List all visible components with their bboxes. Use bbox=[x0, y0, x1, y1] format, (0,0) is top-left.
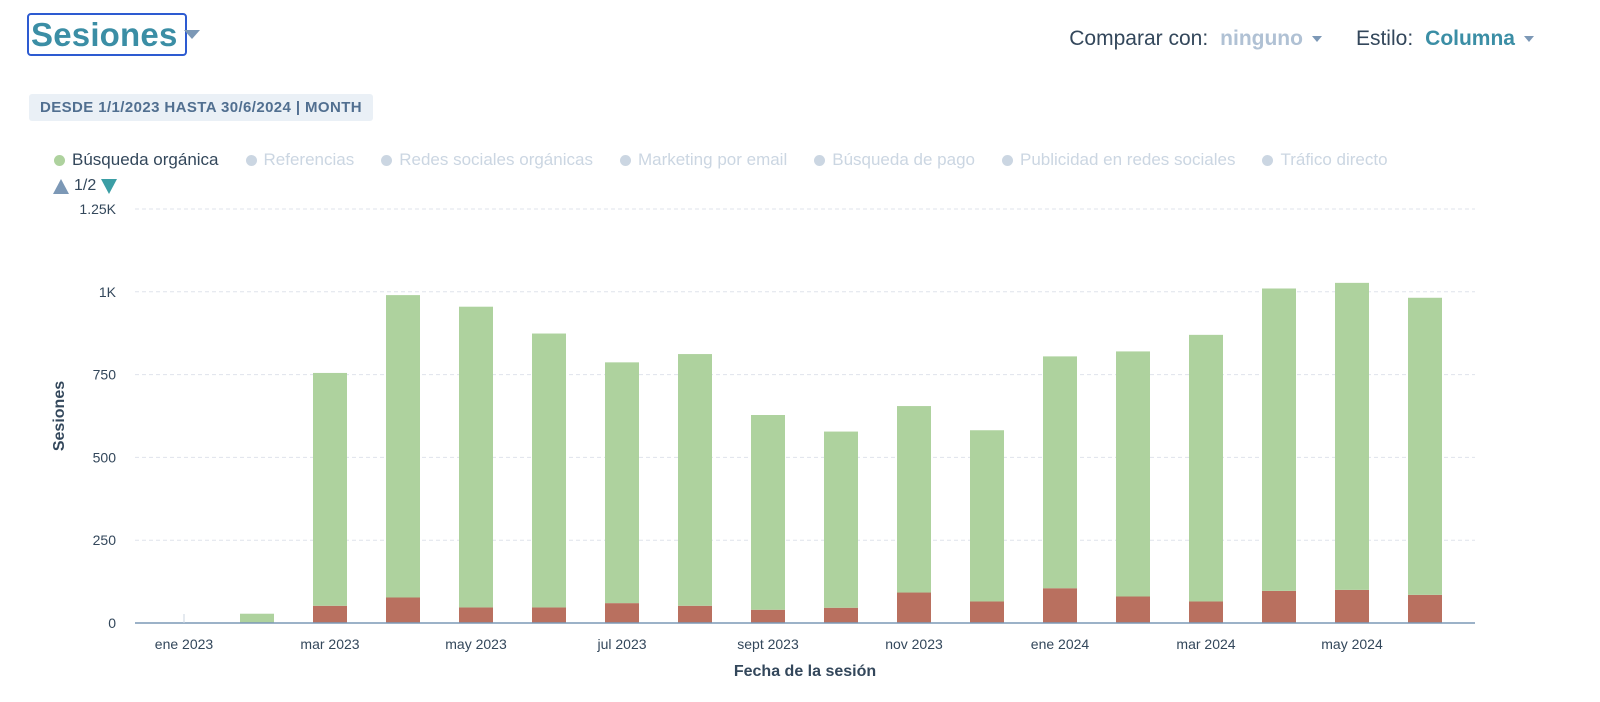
y-tick-label: 250 bbox=[93, 532, 117, 548]
legend-label: Publicidad en redes sociales bbox=[1019, 150, 1236, 169]
x-tick-label: may 2024 bbox=[1321, 636, 1383, 652]
x-tick-label: may 2023 bbox=[445, 636, 507, 652]
legend-dot-icon bbox=[814, 154, 826, 166]
compare-dropdown[interactable]: ninguno bbox=[1220, 27, 1322, 51]
legend-pager: 1/2 bbox=[53, 177, 118, 195]
bar-segment bbox=[678, 605, 712, 623]
legend-dot-icon bbox=[619, 154, 631, 166]
legend-item[interactable]: Tráfico directo bbox=[1262, 150, 1388, 170]
bar-segment bbox=[1116, 596, 1150, 623]
bar-segment bbox=[897, 406, 931, 593]
bar-segment bbox=[970, 430, 1004, 602]
bar-segment bbox=[1043, 356, 1077, 589]
legend-label: Redes sociales orgánicas bbox=[399, 150, 593, 169]
x-tick-label: ene 2023 bbox=[155, 636, 214, 652]
x-axis-title: Fecha de la sesión bbox=[734, 663, 876, 680]
bar-segment bbox=[824, 607, 858, 623]
bar-segment bbox=[532, 607, 566, 623]
chevron-down-icon bbox=[1524, 36, 1534, 42]
x-tick-label: sept 2023 bbox=[737, 636, 799, 652]
bar-segment bbox=[1043, 588, 1077, 623]
legend-label: Tráfico directo bbox=[1280, 150, 1388, 169]
x-tick-label: ene 2024 bbox=[1031, 636, 1090, 652]
bar-segment bbox=[970, 601, 1004, 623]
legend-dot-icon bbox=[381, 154, 393, 166]
x-tick-label: jul 2023 bbox=[596, 636, 646, 652]
y-axis-title: Sesiones bbox=[51, 381, 68, 451]
bar-segment bbox=[678, 354, 712, 606]
bar-segment bbox=[1116, 351, 1150, 597]
legend-label: Marketing por email bbox=[637, 150, 788, 169]
bar-segment bbox=[751, 415, 785, 610]
style-value: Columna bbox=[1425, 27, 1515, 50]
x-tick-label: mar 2024 bbox=[1176, 636, 1235, 652]
bar-segment bbox=[459, 306, 493, 608]
bar-segment bbox=[386, 295, 420, 598]
report-title: Sesiones bbox=[31, 15, 178, 53]
legend-label: Referencias bbox=[263, 150, 355, 169]
legend-dot-icon bbox=[1262, 154, 1274, 166]
y-tick-label: 1.25K bbox=[79, 201, 116, 217]
compare-value: ninguno bbox=[1220, 27, 1303, 50]
bar-segment bbox=[1335, 589, 1369, 623]
page-up-icon[interactable] bbox=[53, 178, 69, 194]
compare-label: Comparar con: bbox=[1069, 27, 1209, 50]
legend-dot-icon bbox=[245, 154, 257, 166]
chevron-down-icon bbox=[1311, 36, 1322, 42]
x-tick-label: mar 2023 bbox=[300, 636, 359, 652]
bar-segment bbox=[459, 607, 493, 623]
legend-item[interactable]: Redes sociales orgánicas bbox=[381, 150, 593, 170]
bar-segment bbox=[240, 613, 274, 623]
chevron-down-icon bbox=[183, 30, 200, 39]
style-label: Estilo: bbox=[1355, 27, 1414, 50]
bar-segment bbox=[313, 372, 347, 606]
bar-segment bbox=[605, 362, 639, 604]
legend-dot-icon bbox=[1001, 154, 1013, 166]
y-tick-label: 750 bbox=[93, 367, 117, 383]
legend-item[interactable]: Marketing por email bbox=[619, 150, 788, 170]
bar-segment bbox=[1408, 297, 1442, 595]
bar-segment bbox=[313, 605, 347, 623]
x-tick-label: nov 2023 bbox=[885, 636, 943, 652]
y-tick-label: 1K bbox=[99, 284, 117, 300]
bar-segment bbox=[1262, 590, 1296, 623]
y-tick-label: 0 bbox=[108, 615, 116, 631]
chart-controls: Comparar con: ninguno Estilo: Columna bbox=[1069, 27, 1534, 51]
bar-segment bbox=[1335, 282, 1369, 590]
y-tick-label: 500 bbox=[93, 449, 117, 465]
legend-page-indicator: 1/2 bbox=[74, 177, 97, 194]
bar-segment bbox=[1189, 334, 1223, 602]
bar-segment bbox=[386, 597, 420, 623]
page-down-icon[interactable] bbox=[101, 178, 118, 194]
bar-segment bbox=[897, 592, 931, 623]
date-range-tag: DESDE 1/1/2023 HASTA 30/6/2024 | MONTH bbox=[29, 94, 374, 121]
legend-label: Búsqueda orgánica bbox=[72, 150, 219, 169]
chart-legend: Búsqueda orgánica Referencias Redes social… bbox=[54, 150, 1415, 170]
legend-item[interactable]: Publicidad en redes sociales bbox=[1001, 150, 1236, 170]
legend-label: Búsqueda de pago bbox=[832, 150, 975, 169]
bar-segment bbox=[605, 603, 639, 623]
bar-segment bbox=[1189, 601, 1223, 623]
bar-segment bbox=[824, 431, 858, 608]
legend-item[interactable]: Búsqueda de pago bbox=[814, 150, 975, 170]
bar-segment bbox=[1262, 288, 1296, 591]
legend-item[interactable]: Búsqueda orgánica bbox=[54, 150, 219, 170]
legend-dot-icon bbox=[54, 154, 65, 166]
report-title-dropdown[interactable]: Sesiones bbox=[27, 13, 200, 56]
bar-segment bbox=[751, 609, 785, 623]
style-dropdown[interactable]: Columna bbox=[1425, 27, 1534, 51]
bar-segment bbox=[532, 333, 566, 608]
bar-segment bbox=[1408, 594, 1442, 623]
legend-item[interactable]: Referencias bbox=[245, 150, 355, 170]
